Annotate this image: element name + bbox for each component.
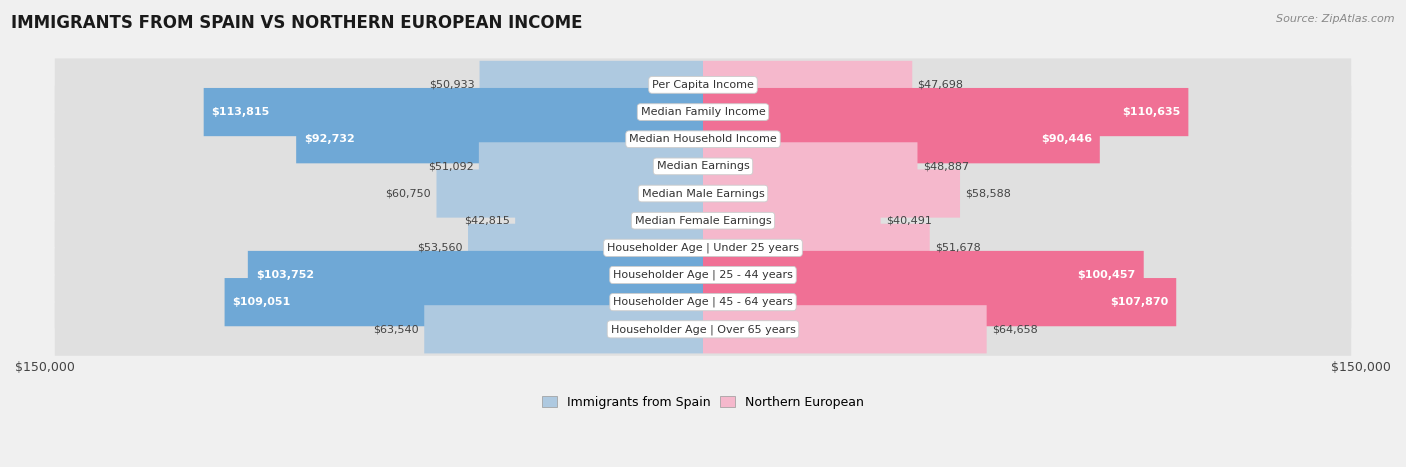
FancyBboxPatch shape: [247, 251, 703, 299]
Text: Householder Age | 25 - 44 years: Householder Age | 25 - 44 years: [613, 270, 793, 280]
Text: $58,588: $58,588: [966, 189, 1011, 198]
FancyBboxPatch shape: [55, 303, 1351, 356]
Text: Median Earnings: Median Earnings: [657, 162, 749, 171]
Text: Median Male Earnings: Median Male Earnings: [641, 189, 765, 198]
Text: $42,815: $42,815: [464, 216, 510, 226]
FancyBboxPatch shape: [703, 197, 880, 245]
Text: $40,491: $40,491: [886, 216, 932, 226]
Text: $103,752: $103,752: [256, 270, 314, 280]
Text: Median Family Income: Median Family Income: [641, 107, 765, 117]
Text: IMMIGRANTS FROM SPAIN VS NORTHERN EUROPEAN INCOME: IMMIGRANTS FROM SPAIN VS NORTHERN EUROPE…: [11, 14, 582, 32]
FancyBboxPatch shape: [436, 170, 703, 218]
FancyBboxPatch shape: [703, 61, 912, 109]
FancyBboxPatch shape: [479, 142, 703, 191]
FancyBboxPatch shape: [297, 115, 703, 163]
FancyBboxPatch shape: [703, 224, 929, 272]
FancyBboxPatch shape: [425, 305, 703, 354]
Text: $109,051: $109,051: [232, 297, 291, 307]
FancyBboxPatch shape: [703, 278, 1177, 326]
FancyBboxPatch shape: [479, 61, 703, 109]
FancyBboxPatch shape: [703, 88, 1188, 136]
Text: $63,540: $63,540: [374, 324, 419, 334]
Text: $53,560: $53,560: [418, 243, 463, 253]
Text: Source: ZipAtlas.com: Source: ZipAtlas.com: [1277, 14, 1395, 24]
FancyBboxPatch shape: [703, 170, 960, 218]
Text: $51,678: $51,678: [935, 243, 981, 253]
FancyBboxPatch shape: [703, 115, 1099, 163]
Text: Householder Age | 45 - 64 years: Householder Age | 45 - 64 years: [613, 297, 793, 307]
Text: $100,457: $100,457: [1077, 270, 1136, 280]
Text: Median Female Earnings: Median Female Earnings: [634, 216, 772, 226]
FancyBboxPatch shape: [55, 113, 1351, 166]
FancyBboxPatch shape: [55, 221, 1351, 274]
Text: Householder Age | Over 65 years: Householder Age | Over 65 years: [610, 324, 796, 334]
FancyBboxPatch shape: [55, 248, 1351, 302]
Text: $50,933: $50,933: [429, 80, 474, 90]
Text: $47,698: $47,698: [918, 80, 963, 90]
FancyBboxPatch shape: [55, 194, 1351, 247]
FancyBboxPatch shape: [55, 167, 1351, 220]
FancyBboxPatch shape: [515, 197, 703, 245]
Text: $113,815: $113,815: [211, 107, 270, 117]
Text: Per Capita Income: Per Capita Income: [652, 80, 754, 90]
Text: $60,750: $60,750: [385, 189, 432, 198]
Text: Median Household Income: Median Household Income: [628, 134, 778, 144]
FancyBboxPatch shape: [703, 305, 987, 354]
Text: $51,092: $51,092: [427, 162, 474, 171]
Text: $64,658: $64,658: [991, 324, 1038, 334]
Text: $107,870: $107,870: [1111, 297, 1168, 307]
FancyBboxPatch shape: [55, 140, 1351, 193]
FancyBboxPatch shape: [703, 142, 918, 191]
Legend: Immigrants from Spain, Northern European: Immigrants from Spain, Northern European: [537, 391, 869, 414]
Text: $110,635: $110,635: [1122, 107, 1181, 117]
FancyBboxPatch shape: [55, 85, 1351, 139]
FancyBboxPatch shape: [703, 251, 1143, 299]
Text: $90,446: $90,446: [1040, 134, 1092, 144]
Text: $48,887: $48,887: [922, 162, 969, 171]
FancyBboxPatch shape: [55, 58, 1351, 112]
FancyBboxPatch shape: [468, 224, 703, 272]
Text: Householder Age | Under 25 years: Householder Age | Under 25 years: [607, 242, 799, 253]
Text: $92,732: $92,732: [304, 134, 354, 144]
FancyBboxPatch shape: [225, 278, 703, 326]
FancyBboxPatch shape: [204, 88, 703, 136]
FancyBboxPatch shape: [55, 276, 1351, 329]
